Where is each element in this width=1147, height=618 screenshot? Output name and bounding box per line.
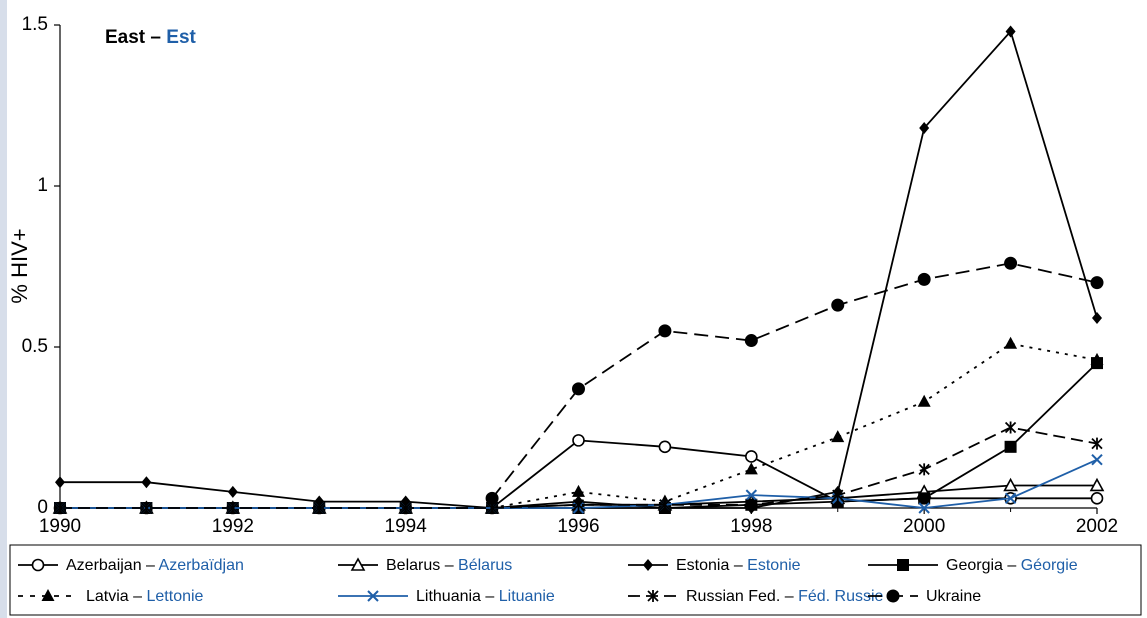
legend-label-fr: Estonie (747, 557, 800, 574)
legend-label: Lithuania – Lituanie (416, 588, 555, 605)
legend-label: Russian Fed. – Féd. Russie (686, 588, 884, 605)
data-point-estonia (55, 476, 65, 488)
data-point-latvia (918, 395, 931, 407)
y-tick-label: 1.5 (22, 14, 48, 35)
data-point-latvia (1004, 337, 1017, 349)
legend-label-en: Ukraine (926, 588, 981, 605)
legend-separator: – (481, 588, 499, 605)
data-point-azerbaijan (573, 435, 584, 446)
legend-separator: – (129, 588, 147, 605)
data-point-ukraine (659, 325, 671, 337)
legend-separator: – (142, 557, 159, 574)
chart-title-en: East (105, 27, 146, 48)
legend-label-en: Russian Fed. (686, 588, 780, 605)
data-point-azerbaijan (659, 441, 670, 452)
legend-swatch-marker (33, 560, 44, 571)
legend-label: Estonia – Estonie (676, 557, 801, 574)
legend-separator: – (1003, 557, 1021, 574)
legend-label-en: Latvia (86, 588, 129, 605)
chart-title-fr: Est (166, 27, 196, 48)
data-point-azerbaijan (746, 451, 757, 462)
x-tick-label: 2000 (903, 516, 945, 537)
legend-separator: – (440, 557, 458, 574)
legend-label-fr: Lettonie (147, 588, 204, 605)
data-point-ukraine (745, 335, 757, 347)
x-tick-label: 1994 (385, 516, 428, 537)
series-layer (54, 25, 1104, 514)
data-point-russian-fed (1006, 422, 1016, 434)
data-point-azerbaijan (1092, 493, 1103, 504)
data-point-estonia (1092, 312, 1102, 324)
y-tick-label: 0.5 (22, 336, 48, 357)
data-point-ukraine (486, 492, 498, 504)
legend-label-fr: Lituanie (499, 588, 555, 605)
x-tick-label: 2002 (1076, 516, 1118, 537)
legend-swatch-marker (887, 590, 899, 602)
legend-label: Georgia – Géorgie (946, 557, 1078, 574)
data-point-latvia (831, 430, 844, 442)
data-point-ukraine (832, 299, 844, 311)
chart-title: East – Est (105, 27, 197, 48)
x-tick-label: 1998 (730, 516, 772, 537)
series-latvia (54, 337, 1104, 513)
legend-label: Belarus – Bélarus (386, 557, 512, 574)
legend-label-en: Georgia (946, 557, 1003, 574)
y-axis-label: % HIV+ (7, 228, 32, 303)
legend-label-fr: Géorgie (1021, 557, 1078, 574)
legend-label-en: Azerbaijan (66, 557, 142, 574)
data-point-latvia (572, 485, 585, 497)
legend-label-en: Belarus (386, 557, 440, 574)
legend-label-en: Estonia (676, 557, 729, 574)
legend-separator: – (780, 588, 798, 605)
x-tick-label: 1996 (557, 516, 599, 537)
axes: 0 0.5 1 1.5 1990 1992 1994 1996 1998 2000 2002 (22, 14, 1119, 537)
x-tick-label: 1992 (212, 516, 254, 537)
chart-title-separator: – (145, 27, 166, 48)
y-tick-label: 1 (37, 175, 48, 196)
series-line-latvia (60, 344, 1097, 508)
legend-label-fr: Bélarus (458, 557, 512, 574)
legend-label-fr: Azerbaïdjan (159, 557, 244, 574)
data-point-ukraine (1091, 277, 1103, 289)
x-tick-label: 1990 (39, 516, 81, 537)
series-line-ukraine (492, 263, 1097, 498)
series-ukraine (486, 257, 1103, 504)
data-point-ukraine (1005, 257, 1017, 269)
legend-label-en: Lithuania (416, 588, 481, 605)
legend-label: Latvia – Lettonie (86, 588, 204, 605)
y-tick-label: 0 (37, 497, 48, 518)
legend-swatch-marker (897, 559, 909, 571)
data-point-ukraine (573, 383, 585, 395)
legend-label: Azerbaijan – Azerbaïdjan (66, 557, 244, 574)
data-point-lithuania (1092, 455, 1102, 465)
data-point-estonia (228, 486, 238, 498)
legend-separator: – (729, 557, 747, 574)
legend-label: Ukraine (926, 588, 981, 605)
data-point-russian-fed (919, 463, 929, 475)
data-point-estonia (141, 476, 151, 488)
data-point-georgia (1005, 441, 1017, 453)
data-point-ukraine (918, 273, 930, 285)
